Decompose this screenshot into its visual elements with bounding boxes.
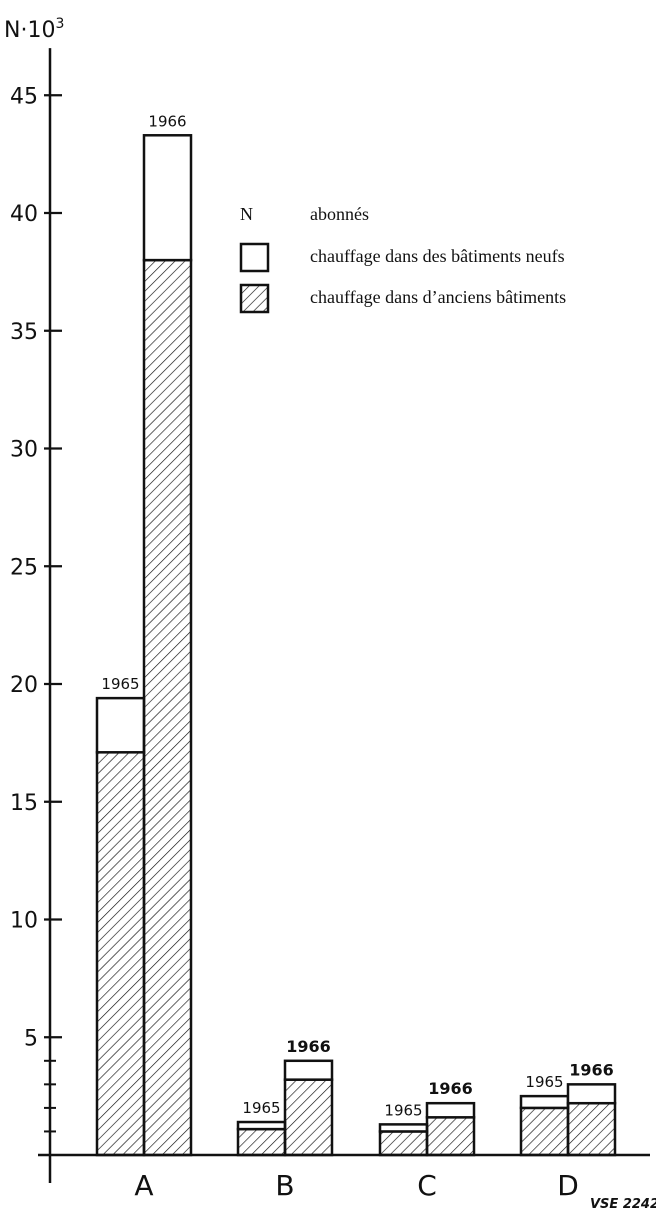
- y-tick-label: 30: [10, 438, 38, 463]
- legend-label-new: chauffage dans des bâtiments neufs: [310, 246, 565, 266]
- bar-old-buildings-A-1966: [142, 258, 193, 1157]
- bar-old-buildings-B-1966: [283, 1078, 334, 1157]
- bar-old-buildings-A-1965: [95, 751, 146, 1157]
- category-label-C: C: [417, 1169, 437, 1202]
- y-tick-label: 25: [10, 555, 38, 580]
- bar-new-buildings-A-1966: [142, 134, 193, 262]
- bar-old-buildings-D-1965: [519, 1106, 570, 1157]
- year-label-C-1965: 1965: [384, 1101, 422, 1119]
- y-tick-label: 10: [10, 909, 38, 934]
- year-label-B-1966: 1966: [286, 1037, 331, 1056]
- year-labels: 1965 1966 1965 1966 1965 1966 1965 1966: [101, 112, 613, 1119]
- year-label-D-1965: 1965: [525, 1073, 563, 1091]
- year-label-A-1966: 1966: [148, 112, 186, 130]
- bar-old-buildings-C-1965: [378, 1130, 429, 1157]
- bar-old-buildings-B-1965: [236, 1127, 287, 1157]
- y-ticks: 5 10 15 20 25 30 35 40 45: [10, 84, 62, 1133]
- category-labels: A B C D: [134, 1169, 578, 1202]
- y-tick-label: 15: [10, 791, 38, 816]
- bars: [95, 134, 617, 1157]
- legend-n-label: abonnés: [310, 204, 369, 224]
- year-label-D-1966: 1966: [569, 1060, 614, 1079]
- bar-new-buildings-D-1966: [566, 1083, 617, 1105]
- bar-new-buildings-A-1965: [95, 696, 146, 754]
- bar-new-buildings-C-1966: [425, 1101, 476, 1119]
- bar-old-buildings-C-1966: [425, 1116, 476, 1157]
- y-tick-label: 40: [10, 202, 38, 227]
- year-label-B-1965: 1965: [242, 1099, 280, 1117]
- legend-swatch-new: [239, 242, 270, 273]
- bar-new-buildings-C-1965: [378, 1123, 429, 1133]
- category-label-B: B: [275, 1169, 294, 1202]
- y-tick-label: 5: [24, 1026, 38, 1051]
- bar-new-buildings-B-1965: [236, 1120, 287, 1131]
- y-tick-label: 20: [10, 673, 38, 698]
- category-label-D: D: [557, 1169, 579, 1202]
- bar-new-buildings-D-1965: [519, 1094, 570, 1110]
- legend-n-symbol: N: [240, 204, 253, 224]
- bar-old-buildings-D-1966: [566, 1101, 617, 1157]
- bar-new-buildings-B-1966: [283, 1059, 334, 1081]
- figure-note: VSE 2242: [590, 1197, 656, 1212]
- year-label-C-1966: 1966: [428, 1079, 473, 1098]
- y-tick-label: 35: [10, 320, 38, 345]
- category-label-A: A: [134, 1169, 153, 1202]
- legend-swatch-old: [239, 283, 270, 314]
- legend: N abonnés chauffage dans des bâtiments n…: [239, 204, 566, 314]
- legend-label-old: chauffage dans d’anciens bâtiments: [310, 287, 566, 307]
- y-axis-title: N·103: [4, 16, 64, 43]
- year-label-A-1965: 1965: [101, 675, 139, 693]
- y-tick-label: 45: [10, 84, 38, 109]
